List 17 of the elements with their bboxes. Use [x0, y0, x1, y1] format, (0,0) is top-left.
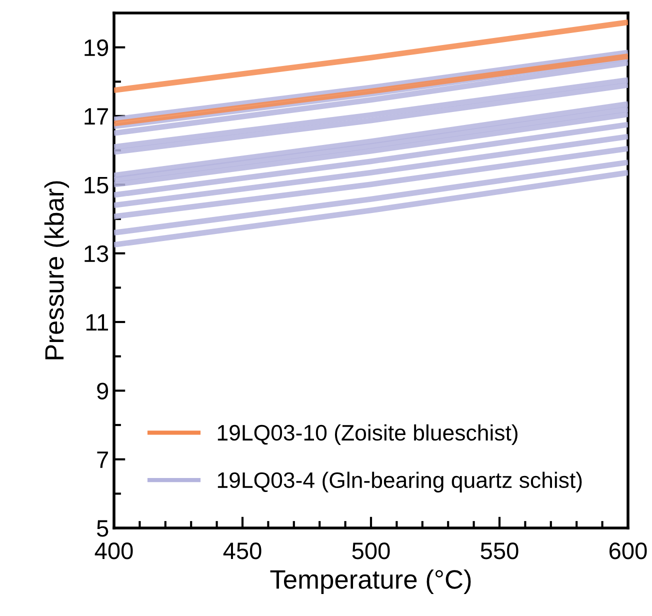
y-tick-label: 19: [84, 39, 108, 56]
y-tick-label: 17: [84, 108, 108, 125]
y-tick-label: 7: [97, 452, 108, 468]
x-tick-label: 400: [94, 542, 133, 560]
y-tick-label: 13: [84, 245, 108, 262]
legend-label: 19LQ03-10 (Zoisite blueschist): [218, 424, 518, 446]
y-tick-label: 9: [97, 382, 108, 400]
legend-label: 19LQ03-4 (Gln-bearing quartz schist): [218, 472, 582, 492]
y-axis-title: Pressure (kbar): [44, 181, 69, 360]
y-tick-label: 15: [84, 176, 108, 194]
x-tick-label: 550: [480, 542, 518, 560]
x-axis-title: Temperature (°C): [270, 569, 471, 594]
x-tick-label: 600: [610, 542, 647, 560]
x-tick-label: 500: [352, 542, 390, 560]
y-tick-label: 11: [86, 314, 108, 331]
x-tick-label: 450: [223, 542, 262, 560]
y-tick-label: 5: [96, 520, 108, 537]
